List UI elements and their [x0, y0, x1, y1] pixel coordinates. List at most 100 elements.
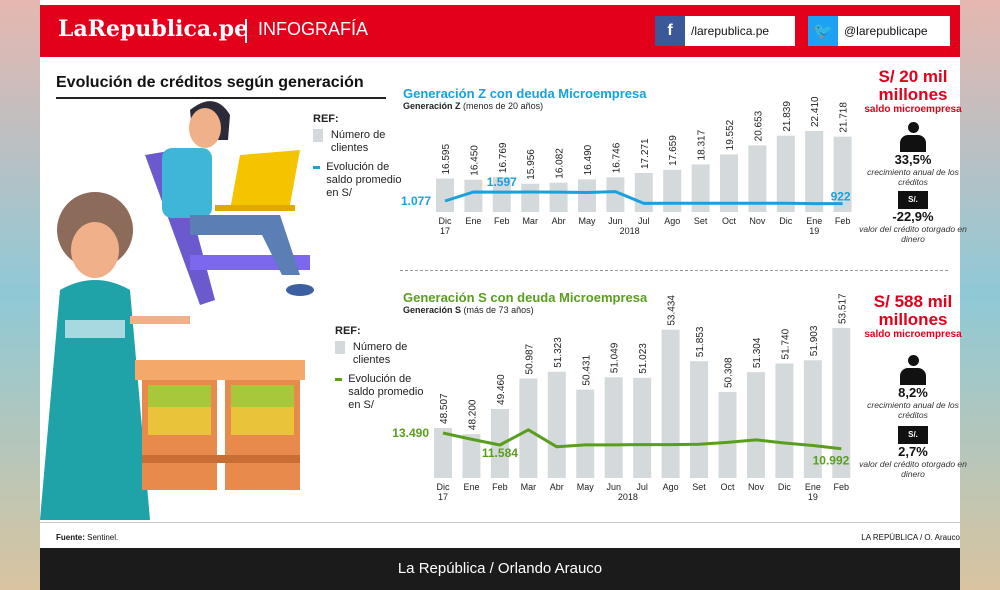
x-year-label: 2018	[620, 226, 640, 236]
balance-line	[442, 428, 842, 451]
bar-value-label: 51.023	[638, 343, 649, 374]
x-tick-label: Ene	[805, 482, 821, 492]
bar	[833, 136, 852, 212]
money-icon-text: S/.	[908, 430, 918, 439]
bar	[519, 378, 538, 478]
bar-swatch	[313, 129, 323, 142]
bar-value-label: 51.304	[752, 337, 763, 368]
person-icon	[900, 355, 926, 385]
x-tick-label: Ago	[664, 216, 680, 226]
young-man-illustration	[145, 101, 314, 305]
money-icon: S/.	[898, 191, 928, 209]
bar	[436, 178, 454, 212]
bar-value-label: 16.082	[555, 148, 566, 179]
bar-value-label: 20.653	[753, 110, 764, 141]
bar-value-label: 51.903	[809, 325, 820, 356]
kpi-growth: 33,5%	[894, 152, 932, 167]
legend-z: REF: Número de clientes Evolución de sal…	[313, 113, 403, 200]
section-label: INFOGRAFÍA	[258, 19, 369, 39]
line-point-label: 1.597	[487, 175, 517, 189]
x-tick-label: Jul	[636, 482, 648, 492]
legend-balance: Evolución de saldo promedio en S/	[348, 373, 424, 411]
x-tick-label: May	[577, 482, 595, 492]
x-tick-label: Dic	[437, 482, 450, 492]
facebook-link[interactable]: f/larepublica.pe	[655, 16, 795, 46]
x-tick-label: Nov	[749, 216, 766, 226]
x-tick-label: Feb	[492, 482, 508, 492]
kpi-growth: 8,2%	[898, 385, 928, 400]
x-tick-label: Jun	[606, 482, 621, 492]
legend-clients: Número de clientes	[352, 341, 408, 366]
bar-value-label: 53.434	[667, 295, 678, 326]
bar	[805, 131, 824, 212]
x-tick-year: 19	[809, 226, 819, 236]
bar	[718, 392, 737, 478]
bar	[492, 177, 511, 212]
subtitle-text: (más de 73 años)	[463, 305, 534, 315]
chart-s-title: Generación S con deuda Microempresa	[403, 290, 648, 305]
bar	[604, 377, 623, 478]
line-point-label: 11.584	[482, 446, 518, 460]
bar-value-label: 15.956	[526, 149, 537, 180]
x-tick-label: Feb	[494, 216, 510, 226]
kpi-value-label: valor del crédito otorgado en dinero	[859, 224, 967, 244]
kpi-amount: S/ 20 mil millones	[878, 67, 948, 104]
chart-s-subtitle: Generación S (más de 73 años)	[403, 305, 534, 315]
legend-clients: Número de clientes	[330, 129, 386, 154]
bar	[578, 179, 596, 212]
x-tick-label: Ene	[463, 482, 479, 492]
bar	[549, 182, 568, 212]
x-tick-label: Dic	[439, 216, 452, 226]
bar-value-label: 17.271	[640, 138, 651, 169]
bar-value-label: 50.308	[724, 357, 735, 388]
twitter-icon: 🐦	[808, 16, 838, 46]
footer-bar: La República / Orlando Arauco	[40, 548, 960, 590]
kpi-value: 2,7%	[898, 444, 928, 459]
bar-value-label: 16.490	[583, 144, 594, 175]
bar	[803, 360, 822, 478]
bar	[661, 329, 680, 478]
x-tick-label: Dic	[778, 482, 791, 492]
x-tick-label: Ago	[663, 482, 679, 492]
bar-value-label: 16.746	[611, 142, 622, 173]
x-tick-label: Jul	[638, 216, 650, 226]
section-divider	[400, 270, 948, 271]
bar	[663, 169, 682, 212]
bar-value-label: 51.740	[780, 328, 791, 359]
money-icon: S/.	[898, 426, 928, 444]
subtitle-text: (menos de 20 años)	[463, 101, 544, 111]
source-label: Fuente:	[56, 533, 85, 542]
background-edge	[960, 0, 1000, 590]
kpi-z: S/ 20 mil millones saldo microempresa 33…	[858, 67, 968, 245]
twitter-link[interactable]: 🐦 @larepublicape	[808, 16, 950, 46]
bar-value-label: 19.552	[725, 119, 736, 150]
bar-value-label: 21.718	[839, 102, 850, 133]
kpi-growth-label: crecimiento anual de los créditos	[867, 400, 959, 420]
person-icon	[900, 122, 926, 152]
bar-value-label: 50.987	[524, 343, 535, 374]
kpi-label: saldo microempresa	[864, 329, 962, 340]
twitter-handle: @larepublicape	[844, 24, 928, 38]
line-point-label: 13.490	[392, 426, 429, 440]
subtitle-bold: Generación S	[403, 305, 462, 315]
kpi-label: saldo microempresa	[864, 104, 962, 115]
chart-z-subtitle: Generación Z (menos de 20 años)	[403, 101, 543, 111]
bar	[634, 173, 653, 212]
bar	[576, 389, 595, 478]
line-point-label: 922	[831, 190, 851, 204]
bar	[720, 154, 738, 212]
page-title: Evolución de créditos según generación	[56, 74, 364, 91]
bar	[633, 377, 652, 478]
legend-s: REF: Número de clientes Evolución de sal…	[335, 325, 425, 412]
title-underline	[56, 97, 386, 99]
x-tick-label: Feb	[835, 216, 851, 226]
legend-ref: REF:	[335, 325, 361, 337]
kpi-s: S/ 588 mil millones saldo microempresa 8…	[858, 293, 968, 480]
x-tick-year: 19	[808, 492, 818, 502]
bar	[606, 177, 625, 212]
x-tick-label: Set	[692, 482, 706, 492]
header: LaRepublica.pe INFOGRAFÍA f/larepublica.…	[40, 5, 960, 57]
bar-value-label: 16.769	[498, 142, 509, 173]
legend-balance: Evolución de saldo promedio en S/	[326, 161, 402, 199]
x-tick-label: Dic	[779, 216, 792, 226]
